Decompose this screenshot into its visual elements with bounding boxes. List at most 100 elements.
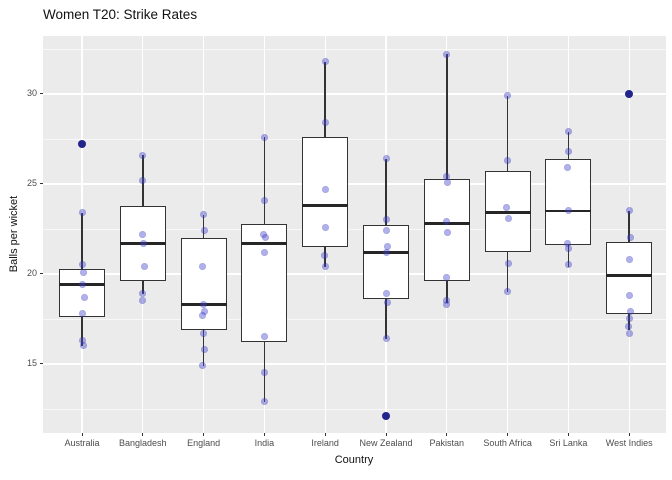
whisker-lower — [202, 329, 205, 366]
jitter-point — [564, 148, 572, 156]
whisker-upper — [567, 131, 570, 159]
whisker-lower — [263, 342, 266, 402]
jitter-point — [139, 151, 147, 159]
x-tick-mark — [263, 433, 265, 436]
whisker-lower — [81, 317, 83, 346]
x-tick-mark — [203, 433, 205, 436]
jitter-point — [504, 157, 512, 165]
x-tick-label: Bangladesh — [119, 438, 167, 448]
x-tick-label: England — [187, 438, 221, 448]
jitter-point — [626, 308, 634, 316]
box-ireland — [302, 137, 349, 247]
jitter-point — [382, 248, 390, 256]
jitter-point — [443, 218, 451, 226]
major-gridline — [43, 363, 666, 365]
minor-gridline — [43, 48, 666, 50]
jitter-point — [443, 297, 451, 305]
median-line — [484, 211, 531, 215]
jitter-point — [504, 288, 512, 296]
median-line — [423, 222, 470, 225]
outlier-point — [78, 140, 86, 149]
jitter-point — [200, 211, 208, 219]
y-tick-mark — [40, 363, 43, 365]
median-line — [180, 303, 227, 306]
jitter-point — [201, 227, 209, 235]
jitter-point — [321, 119, 329, 127]
jitter-point — [563, 239, 571, 247]
x-tick-mark — [142, 433, 144, 436]
jitter-point — [139, 297, 147, 305]
whisker-lower — [628, 313, 630, 330]
jitter-point — [259, 230, 267, 238]
jitter-point — [564, 245, 572, 253]
y-tick-label: 30 — [26, 88, 37, 99]
whisker-upper — [324, 61, 326, 138]
major-gridline — [43, 93, 666, 95]
jitter-point — [443, 173, 451, 181]
jitter-point — [140, 239, 148, 247]
jitter-point — [321, 263, 329, 271]
jitter-point — [200, 301, 208, 309]
box-west-indies — [606, 241, 653, 314]
jitter-point — [503, 203, 511, 211]
box-new-zealand — [363, 225, 409, 300]
median-line — [59, 283, 105, 287]
box-australia — [59, 268, 105, 318]
jitter-point — [78, 337, 86, 345]
jitter-point — [260, 133, 268, 141]
outlier-point — [382, 412, 390, 421]
jitter-point — [78, 281, 86, 289]
box-sri-lanka — [545, 158, 592, 246]
jitter-point — [139, 290, 147, 298]
jitter-point — [78, 209, 86, 217]
median-line — [545, 209, 592, 213]
whisker-lower — [142, 281, 144, 294]
jitter-point — [320, 252, 328, 260]
jitter-point — [382, 216, 390, 224]
plot-panel — [43, 36, 666, 433]
x-tick-label: West Indies — [605, 438, 653, 448]
jitter-point — [564, 207, 572, 215]
jitter-point — [504, 92, 512, 100]
jitter-point — [505, 259, 513, 267]
jitter-point — [139, 230, 147, 238]
jitter-point — [139, 176, 147, 184]
x-axis-title: Country — [334, 454, 374, 466]
x-tick-label: Pakistan — [429, 438, 465, 448]
jitter-point — [625, 207, 633, 215]
minor-gridline — [43, 138, 666, 140]
x-tick-mark — [81, 433, 83, 436]
jitter-point — [564, 128, 572, 136]
whisker-upper — [628, 210, 630, 242]
minor-gridline — [43, 318, 666, 320]
jitter-point — [321, 58, 329, 66]
jitter-point — [382, 227, 390, 235]
jitter-point — [80, 293, 88, 301]
jitter-point — [201, 308, 209, 316]
x-tick-mark — [507, 433, 509, 436]
box-england — [180, 237, 227, 330]
x-tick-label: South Africa — [483, 438, 532, 448]
box-pakistan — [423, 178, 470, 282]
jitter-point — [444, 178, 452, 186]
jitter-point — [444, 229, 452, 237]
x-tick-mark — [446, 433, 448, 436]
jitter-point — [383, 243, 391, 251]
whisker-upper — [202, 214, 205, 238]
x-tick-mark — [324, 433, 326, 436]
whisker-upper — [506, 95, 509, 172]
jitter-point — [625, 292, 633, 300]
whisker-upper — [263, 137, 266, 224]
whisker-lower — [446, 281, 448, 303]
y-tick-mark — [40, 273, 43, 275]
jitter-point — [78, 261, 86, 269]
jitter-point — [321, 223, 329, 231]
jitter-point — [260, 248, 268, 256]
jitter-point — [201, 346, 209, 354]
jitter-point — [321, 185, 329, 193]
jitter-point — [79, 342, 87, 350]
x-tick-label: Sri Lanka — [549, 438, 588, 448]
median-line — [241, 241, 288, 245]
jitter-point — [199, 311, 207, 319]
jitter-point — [625, 315, 633, 323]
